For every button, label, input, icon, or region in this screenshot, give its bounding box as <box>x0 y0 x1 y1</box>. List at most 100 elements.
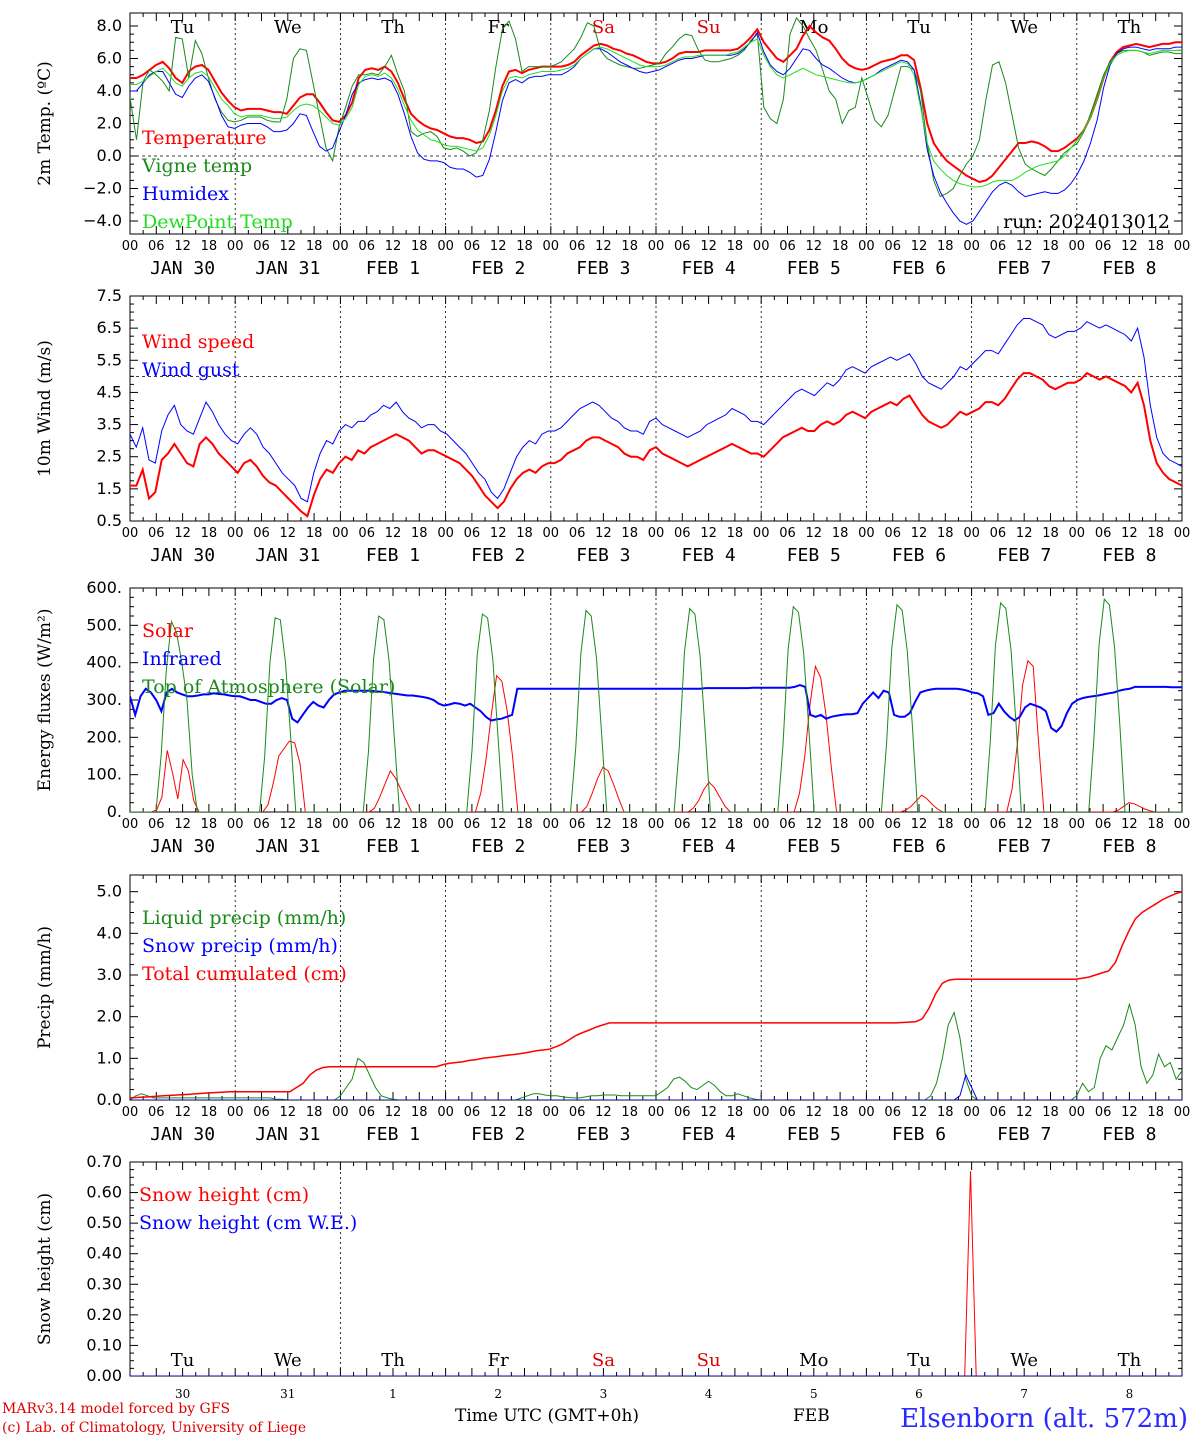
hour-label: 12 <box>385 817 402 832</box>
y-axis-label: Energy fluxes (W/m²) <box>35 609 55 792</box>
y-axis-label: Snow height (cm) <box>35 1193 55 1345</box>
panel-temp: −4.0 −2.0 0.0 2.0 4.0 6.0 8.0 2m Temp. (ºC) 00 06… <box>35 12 1190 279</box>
hour-label: 06 <box>990 239 1007 254</box>
date-label: FEB 7 <box>997 1124 1051 1145</box>
date-label: FEB 6 <box>892 545 946 566</box>
date-label: JAN 31 <box>255 836 320 857</box>
hour-label: 12 <box>280 1105 297 1120</box>
hour-label: 18 <box>516 526 533 541</box>
hour-label: 00 <box>437 1105 454 1120</box>
hour-label: 06 <box>569 526 586 541</box>
weekday-label: Th <box>1118 17 1142 38</box>
date-label: JAN 31 <box>255 545 320 566</box>
hour-label: 00 <box>1174 817 1191 832</box>
hour-label: 18 <box>411 817 428 832</box>
hour-label: 12 <box>1121 526 1138 541</box>
hour-label: 12 <box>806 239 823 254</box>
legend-entry: Temperature <box>142 127 266 149</box>
y-tick-label: 0.00 <box>86 1366 122 1385</box>
hour-label: 12 <box>911 817 928 832</box>
hour-label: 12 <box>385 1105 402 1120</box>
hour-label: 12 <box>385 239 402 254</box>
hour-label: 12 <box>174 817 191 832</box>
hour-label: 12 <box>911 239 928 254</box>
x-axis-title: Time UTC (GMT+0h) <box>455 1406 640 1426</box>
y-axis-label: Precip (mm/h) <box>35 926 55 1049</box>
date-label: FEB 5 <box>787 1124 841 1145</box>
day-number-label: 8 <box>1126 1387 1134 1401</box>
day-number-label: 3 <box>600 1387 608 1401</box>
hour-label: 06 <box>990 817 1007 832</box>
hour-label: 12 <box>1016 1105 1033 1120</box>
date-label: FEB 1 <box>366 545 420 566</box>
weekday-label: Tu <box>907 17 931 38</box>
hour-label: 18 <box>411 1105 428 1120</box>
day-number-label: 2 <box>494 1387 502 1401</box>
date-label: FEB 6 <box>892 258 946 279</box>
legend-entry: Top of Atmosphere (Solar) <box>142 676 395 698</box>
date-label: FEB 3 <box>576 1124 630 1145</box>
panel-snow: 0.00 0.10 0.20 0.30 0.40 0.50 0.60 0.70 Snow hei… <box>35 1152 1183 1401</box>
y-tick-label: 4.5 <box>97 382 122 401</box>
y-tick-label: 3.5 <box>97 415 122 434</box>
date-label: FEB 4 <box>682 1124 736 1145</box>
hour-label: 06 <box>358 1105 375 1120</box>
hour-label: 18 <box>306 526 323 541</box>
weekday-label: Sa <box>592 1350 615 1371</box>
hour-label: 06 <box>779 239 796 254</box>
hour-label: 00 <box>332 1105 349 1120</box>
hour-label: 18 <box>1042 1105 1059 1120</box>
y-tick-label: 200. <box>86 727 122 746</box>
hour-label: 00 <box>1069 239 1086 254</box>
hour-label: 06 <box>884 817 901 832</box>
legend-entry: Total cumulated (cm) <box>142 963 347 985</box>
legend-entry: Wind gust <box>142 359 240 381</box>
hour-label: 06 <box>779 817 796 832</box>
hour-label: 06 <box>569 1105 586 1120</box>
hour-label: 00 <box>332 239 349 254</box>
weekday-label: We <box>1010 17 1038 38</box>
hour-label: 18 <box>727 817 744 832</box>
hour-label: 18 <box>937 1105 954 1120</box>
hour-label: 06 <box>253 239 270 254</box>
hour-label: 00 <box>858 817 875 832</box>
hour-label: 06 <box>674 239 691 254</box>
y-axis-label: 2m Temp. (ºC) <box>35 61 55 186</box>
hour-label: 18 <box>201 526 218 541</box>
hour-label: 12 <box>700 817 717 832</box>
hour-label: 00 <box>1174 526 1191 541</box>
series-line <box>130 684 1182 734</box>
hour-label: 06 <box>464 239 481 254</box>
y-axis-label: 10m Wind (m/s) <box>35 340 55 477</box>
hour-label: 06 <box>1095 239 1112 254</box>
hour-label: 18 <box>201 1105 218 1120</box>
hour-label: 06 <box>674 817 691 832</box>
date-label: FEB 3 <box>576 545 630 566</box>
y-tick-label: 6.0 <box>97 49 122 68</box>
hour-label: 12 <box>280 526 297 541</box>
y-tick-label: 0.10 <box>86 1335 122 1354</box>
y-tick-label: 5.5 <box>97 350 122 369</box>
series-line <box>130 890 1182 1099</box>
date-label: FEB 2 <box>471 836 525 857</box>
day-number-label: 4 <box>705 1387 713 1401</box>
hour-label: 12 <box>595 526 612 541</box>
panel-wind: 0.5 1.5 2.5 3.5 4.5 5.5 6.5 7.5 10m Wind (m/s) 00… <box>35 286 1190 566</box>
hour-label: 06 <box>1095 1105 1112 1120</box>
weekday-label: We <box>274 17 302 38</box>
hour-label: 00 <box>648 526 665 541</box>
weekday-label: We <box>274 1350 302 1371</box>
legend-entry: Snow height (cm W.E.) <box>139 1212 357 1234</box>
series-line <box>130 16 1182 198</box>
hour-label: 06 <box>569 817 586 832</box>
series-line <box>130 31 1182 225</box>
hour-label: 00 <box>963 1105 980 1120</box>
weekday-label: Tu <box>171 17 195 38</box>
series-line <box>130 598 1182 812</box>
hour-label: 18 <box>832 817 849 832</box>
hour-label: 12 <box>1016 817 1033 832</box>
hour-label: 06 <box>148 1105 165 1120</box>
y-tick-label: 300. <box>86 690 122 709</box>
date-label: JAN 30 <box>150 1124 215 1145</box>
hour-label: 06 <box>674 1105 691 1120</box>
